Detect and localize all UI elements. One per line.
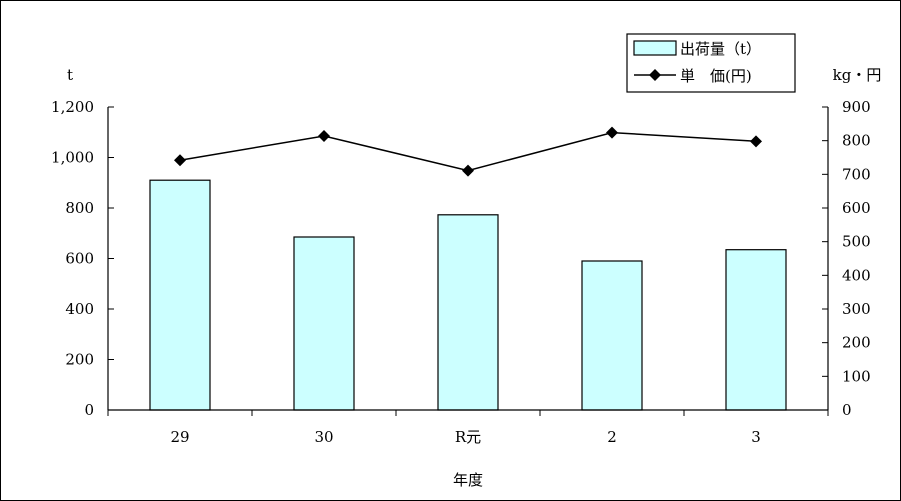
left-axis-unit: t (67, 66, 73, 84)
left-tick-label: 400 (65, 300, 94, 318)
legend-diamond-marker (649, 69, 661, 81)
left-tick-label: 800 (65, 199, 94, 217)
legend-bar-swatch (633, 40, 677, 56)
right-tick-label: 600 (842, 199, 871, 217)
left-tick-label: 0 (84, 401, 94, 419)
left-tick-label: 1,000 (51, 149, 94, 167)
x-tick-label: 30 (314, 428, 333, 446)
right-tick-label: 500 (842, 233, 871, 251)
right-tick-label: 0 (842, 401, 852, 419)
x-tick-label: R元 (455, 428, 481, 446)
right-tick-label: 400 (842, 266, 871, 284)
right-tick-label: 300 (842, 300, 871, 318)
legend-line-label: 単 価(円) (680, 67, 752, 85)
right-tick-label: 200 (842, 334, 871, 352)
price-point-30 (318, 129, 330, 142)
line-series-group (174, 126, 762, 177)
left-tick-label: 200 (65, 351, 94, 369)
axes-group: 0 200 400 600 800 1,000 1,200 0 100 200 300 400 500 6… (51, 98, 871, 446)
bar-R元 (437, 214, 499, 411)
right-axis-unit: kg・円 (833, 66, 882, 84)
right-tick-label: 700 (842, 165, 871, 183)
right-tick-label: 100 (842, 367, 871, 385)
bar-2 (581, 260, 643, 411)
x-axis-title: 年度 (453, 471, 483, 489)
price-point-29 (174, 154, 186, 167)
left-tick-label: 600 (65, 250, 94, 268)
x-tick-label: 3 (751, 428, 761, 446)
price-point-2 (606, 126, 618, 139)
legend-bar-label: 出荷量（t） (680, 40, 761, 58)
right-tick-label: 800 (842, 132, 871, 150)
price-point-R元 (462, 164, 474, 177)
bar-30 (293, 236, 355, 411)
x-tick-label: 2 (607, 428, 617, 446)
bar-series-group (149, 179, 787, 411)
bar-3 (725, 249, 787, 411)
x-tick-label: 29 (170, 428, 189, 446)
price-point-3 (750, 135, 762, 148)
left-tick-label: 1,200 (51, 98, 94, 116)
bar-29 (149, 179, 211, 411)
legend: 出荷量（t） 単 価(円) (626, 33, 796, 93)
right-tick-label: 900 (842, 98, 871, 116)
